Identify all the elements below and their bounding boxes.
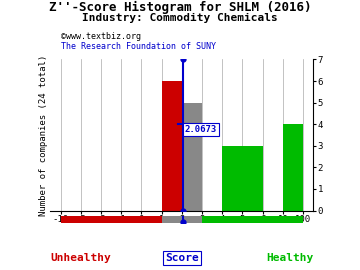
Bar xyxy=(162,81,182,211)
Text: Industry: Commodity Chemicals: Industry: Commodity Chemicals xyxy=(82,13,278,23)
Bar xyxy=(60,216,162,223)
Text: Z''-Score Histogram for SHLM (2016): Z''-Score Histogram for SHLM (2016) xyxy=(49,1,311,14)
Bar xyxy=(222,146,263,211)
Text: Score: Score xyxy=(165,253,199,263)
Bar xyxy=(182,103,202,211)
Bar xyxy=(202,216,303,223)
Text: 2.0673: 2.0673 xyxy=(185,125,217,134)
Text: ©www.textbiz.org: ©www.textbiz.org xyxy=(61,32,141,41)
Bar xyxy=(283,124,303,211)
Y-axis label: Number of companies (24 total): Number of companies (24 total) xyxy=(39,54,48,216)
Text: Unhealthy: Unhealthy xyxy=(50,253,111,263)
Text: The Research Foundation of SUNY: The Research Foundation of SUNY xyxy=(61,42,216,51)
Text: Healthy: Healthy xyxy=(266,253,313,263)
Bar xyxy=(162,216,202,223)
